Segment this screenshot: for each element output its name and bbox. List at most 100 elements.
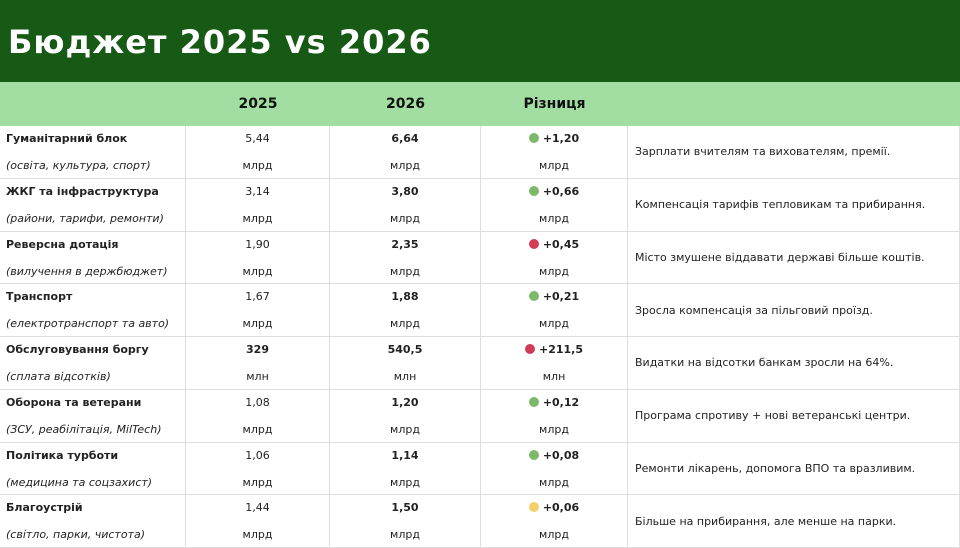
diff: +211,5 [538, 343, 583, 356]
unit: млн [393, 370, 417, 383]
diff: +0,66 [542, 184, 580, 198]
value-2026-cell: 1,20 млрд [330, 389, 481, 443]
unit: млрд [390, 211, 420, 225]
status-dot [528, 449, 539, 460]
diff: +1,20 [542, 132, 580, 145]
row-subtitle: (світло, парки, чистота) [6, 528, 146, 542]
title: Бюджет 2025 vs 2026 [0, 0, 960, 82]
value-2025: 329 [246, 343, 269, 356]
column-header: Різниця [481, 82, 628, 126]
value-2025-cell: 1,06 млрд [186, 442, 330, 496]
unit: млрд [539, 159, 569, 172]
value-2026: 1,88 [391, 290, 419, 304]
status-dot [528, 396, 539, 407]
value-2025-cell: 1,08 млрд [186, 389, 330, 443]
row-name-cell: Реверсна дотація (вилучення в держбюджет) [0, 231, 186, 285]
row-name-cell: Гуманітарний блок (освіта, культура, спор… [0, 126, 186, 179]
diff-wrap: +0,08 [481, 449, 627, 462]
value-2026-cell: 1,88 млрд [330, 284, 481, 337]
unit: млрд [390, 159, 420, 172]
status-dot [528, 185, 539, 196]
row-name: Оборона та ветерани [6, 395, 142, 409]
diff-wrap: +211,5 [481, 343, 627, 356]
column-header: 2026 [330, 82, 481, 126]
unit: млрд [539, 475, 569, 489]
unit: млрд [390, 264, 420, 278]
unit: млрд [539, 422, 569, 436]
value-2026-cell: 1,50 млрд [330, 495, 481, 548]
value-2026: 6,64 [391, 132, 419, 145]
note: Зарплати вчителям та вихователям, премії… [628, 126, 960, 179]
row-name: Транспорт [6, 290, 73, 304]
row-name: Обслуговування боргу [6, 343, 149, 356]
unit: млрд [539, 211, 569, 225]
unit: млрд [539, 317, 569, 331]
diff-cell: +0,21 млрд [481, 284, 628, 337]
column-header [0, 82, 186, 126]
diff-cell: +0,08 млрд [481, 442, 628, 496]
diff: +0,08 [542, 448, 580, 462]
diff: +0,06 [542, 501, 580, 515]
diff-cell: +211,5 млн [481, 337, 628, 390]
value-2025: 1,67 [245, 290, 270, 304]
diff-wrap: +0,21 [481, 290, 627, 303]
value-2026: 540,5 [387, 343, 423, 356]
value-2026-cell: 2,35 млрд [330, 231, 481, 285]
row-subtitle: (вилучення в держбюджет) [6, 264, 168, 278]
unit: млрд [390, 422, 420, 436]
unit: млн [542, 370, 566, 383]
status-dot [524, 344, 535, 354]
note: Більше на прибирання, але менше на парки… [628, 495, 960, 548]
value-2025-cell: 1,44 млрд [186, 495, 330, 548]
value-2026: 2,35 [391, 237, 419, 251]
value-2026-cell: 540,5 млн [330, 337, 481, 390]
value-2025-cell: 1,90 млрд [186, 231, 330, 285]
value-2025: 1,06 [245, 448, 270, 462]
row-name: Гуманітарний блок [6, 132, 128, 145]
row-name-cell: Благоустрій (світло, парки, чистота) [0, 495, 186, 548]
value-2026: 1,20 [391, 395, 419, 409]
row-name-cell: ЖКГ та інфраструктура (райони, тарифи, ре… [0, 178, 186, 232]
budget-table: 2025 2026 Різниця Гуманітарний блок (освіта,… [0, 82, 960, 548]
unit: млрд [242, 211, 273, 225]
column-header [628, 82, 960, 126]
unit: млрд [390, 317, 420, 331]
row-name: Реверсна дотація [6, 237, 119, 251]
row-name-cell: Транспорт (електротранспорт та авто) [0, 284, 186, 337]
diff-wrap: +0,45 [481, 238, 627, 251]
diff: +0,12 [542, 395, 580, 409]
status-dot [528, 502, 539, 513]
row-subtitle: (освіта, культура, спорт) [6, 159, 151, 172]
unit: млрд [539, 528, 569, 542]
unit: млрд [242, 528, 273, 542]
status-dot [528, 238, 539, 249]
unit: млрд [242, 159, 273, 172]
value-2025-cell: 3,14 млрд [186, 178, 330, 232]
value-2026: 3,80 [391, 184, 419, 198]
row-name-cell: Оборона та ветерани (ЗСУ, реабілітація, M… [0, 389, 186, 443]
value-2025: 5,44 [245, 132, 270, 145]
diff-cell: +0,12 млрд [481, 389, 628, 443]
row-name-cell: Політика турботи (медицина та соцзахист) [0, 442, 186, 496]
row-subtitle: (сплата відсотків) [6, 370, 111, 383]
note: Програма спротиву + нові ветеранські цен… [628, 389, 960, 443]
row-subtitle: (медицина та соцзахист) [6, 475, 153, 489]
diff-cell: +0,45 млрд [481, 231, 628, 285]
note: Зросла компенсація за пільговий проїзд. [628, 284, 960, 337]
row-name: ЖКГ та інфраструктура [6, 184, 159, 198]
unit: млрд [242, 317, 273, 331]
unit: млрд [242, 422, 273, 436]
diff-wrap: +0,12 [481, 396, 627, 409]
unit: млрд [390, 475, 420, 489]
unit: млн [246, 370, 269, 383]
diff-wrap: +0,66 [481, 185, 627, 198]
diff-cell: +0,66 млрд [481, 178, 628, 232]
value-2026-cell: 3,80 млрд [330, 178, 481, 232]
row-subtitle: (райони, тарифи, ремонти) [6, 211, 164, 225]
note: Компенсація тарифів тепловикам та прибир… [628, 178, 960, 232]
unit: млрд [390, 528, 420, 542]
column-header: 2025 [186, 82, 330, 126]
status-dot [528, 133, 539, 143]
unit: млрд [539, 264, 569, 278]
